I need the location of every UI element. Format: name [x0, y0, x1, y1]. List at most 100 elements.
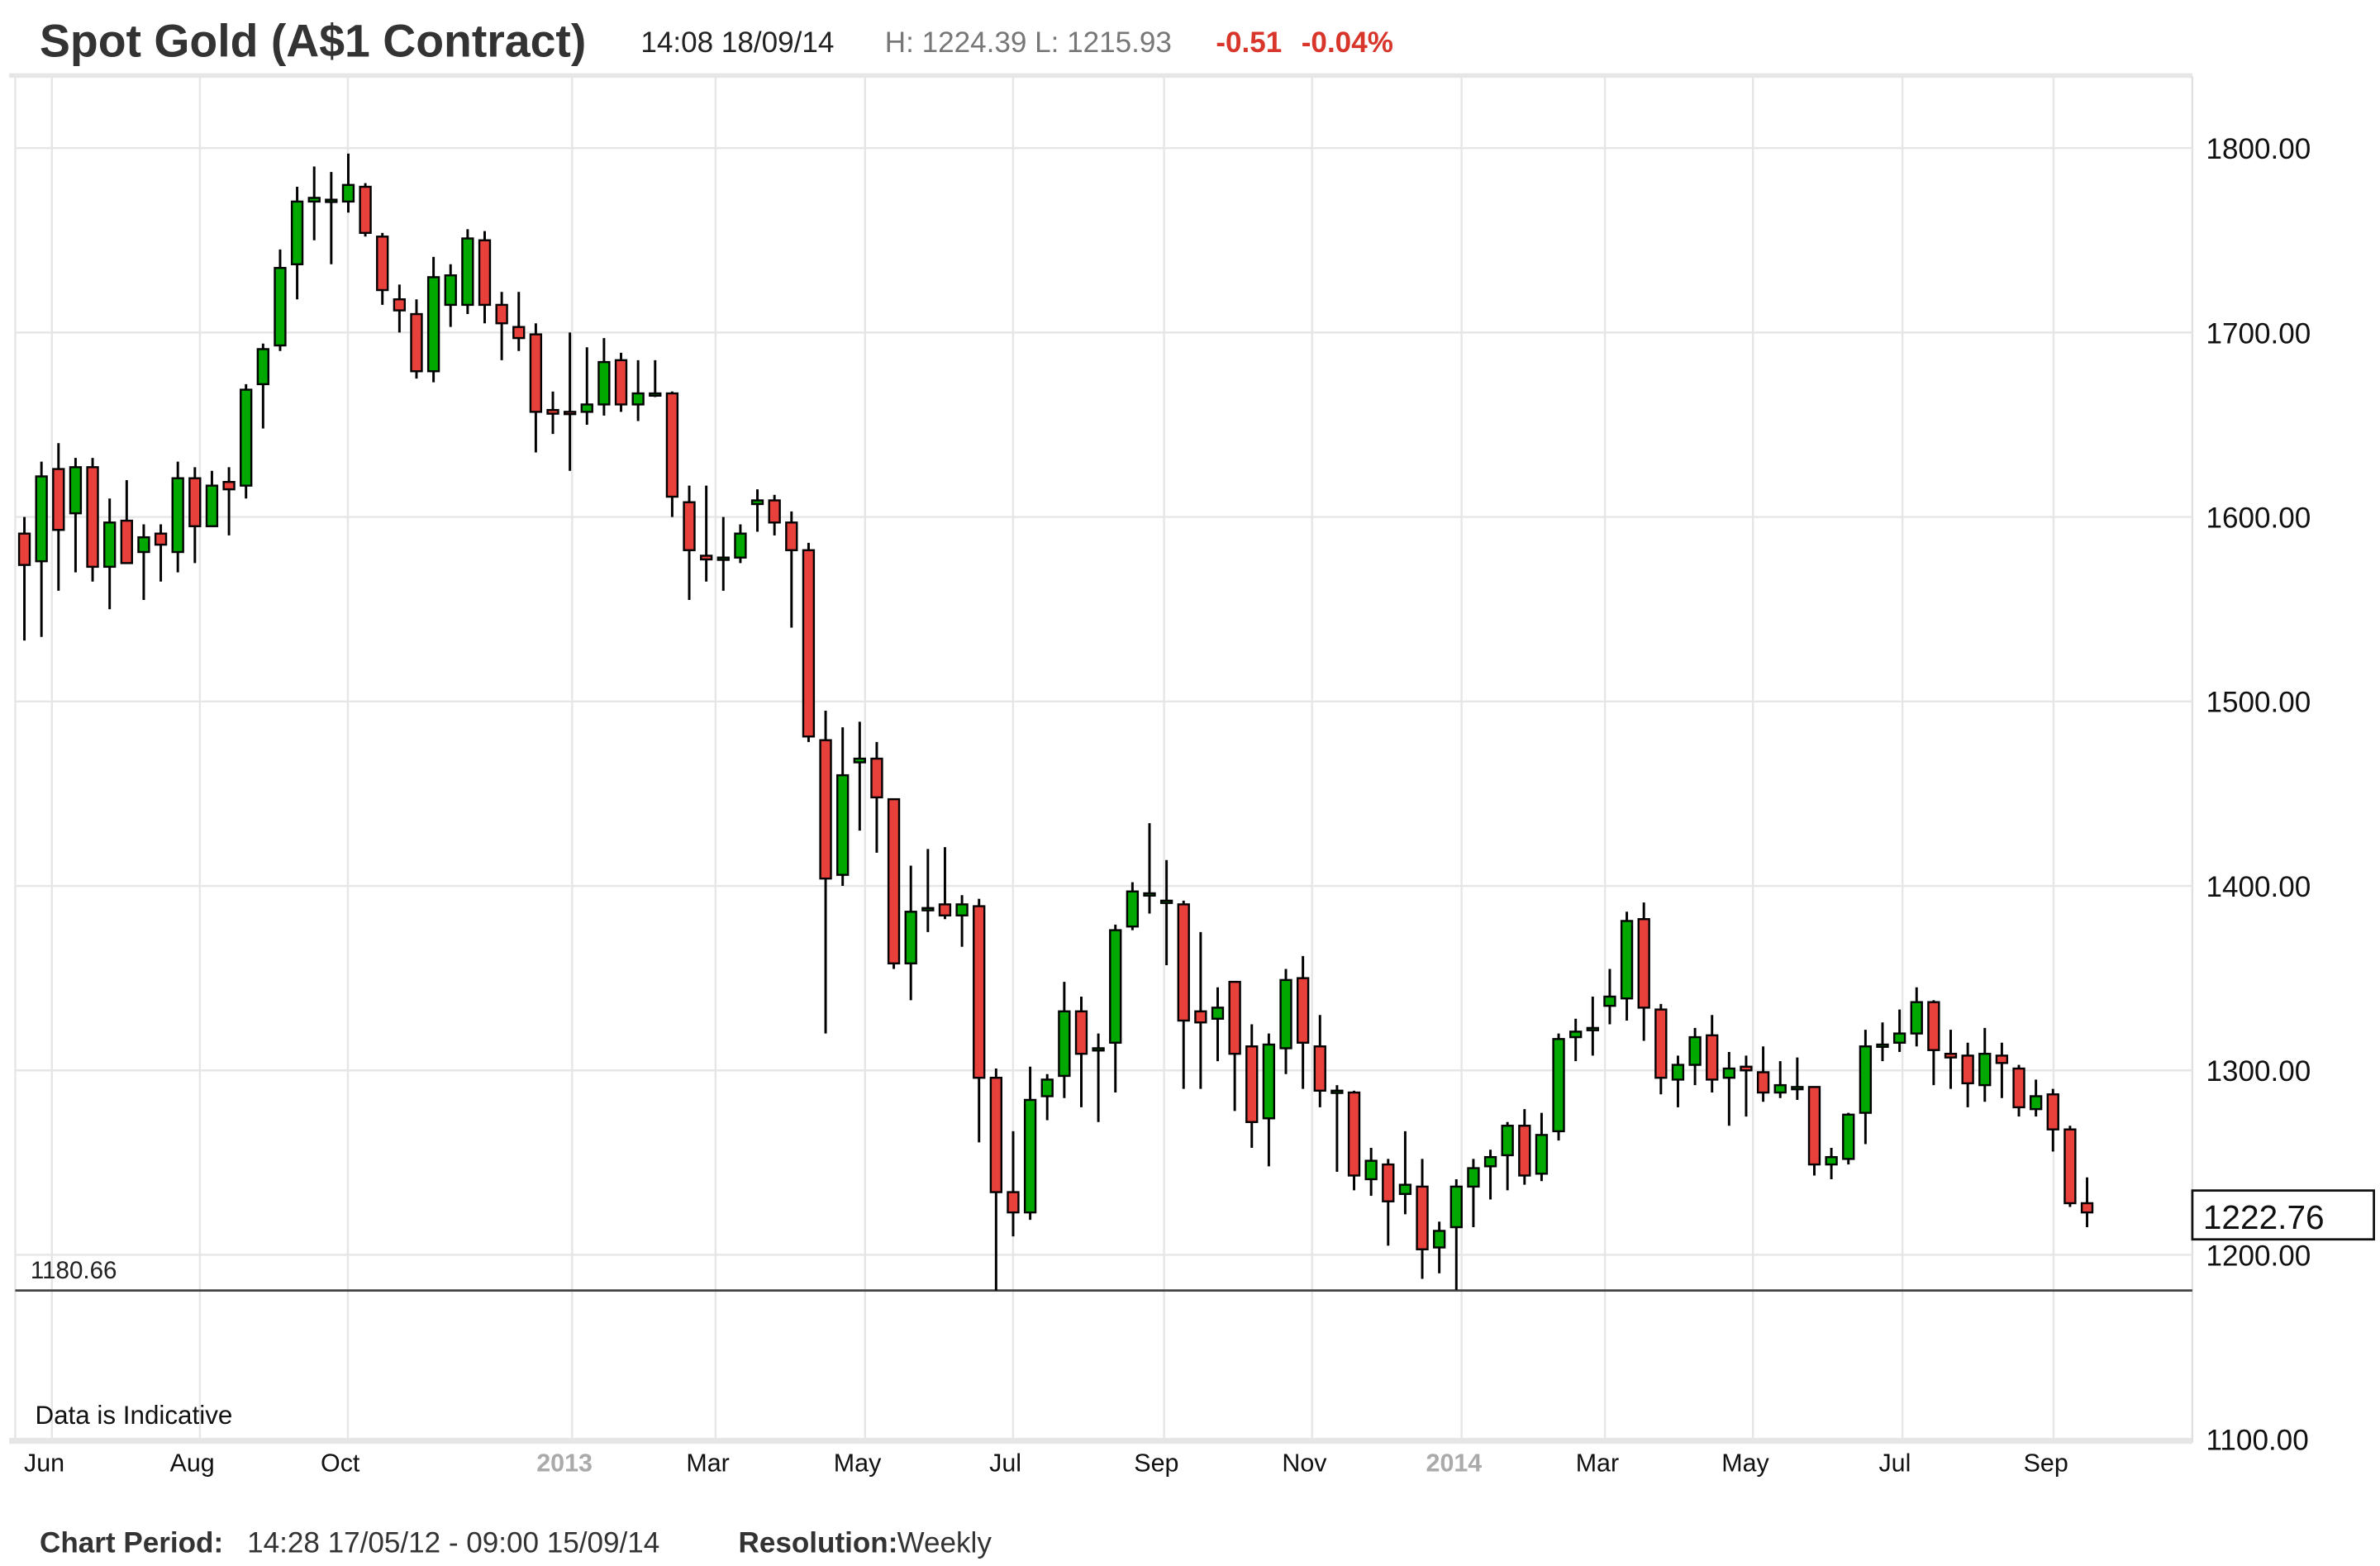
candle-body-up [426, 276, 440, 373]
candle-body-down [785, 521, 798, 551]
y-tick-label: 1100.00 [2206, 1425, 2309, 1457]
candle [1109, 924, 1122, 1093]
candle-body-down [1706, 1034, 1719, 1081]
x-tick-label: Aug [170, 1449, 215, 1477]
candle [819, 710, 832, 1034]
candle [410, 299, 423, 379]
candle [1603, 969, 1616, 1025]
candle [188, 467, 202, 564]
plot-top-border [9, 73, 2192, 79]
candle-body-up [734, 532, 747, 559]
candle-body-up [904, 911, 917, 964]
candle [1807, 1086, 1821, 1176]
candle [426, 256, 440, 383]
candle-body-down [512, 326, 526, 340]
candle-body-down [563, 411, 577, 416]
candle [52, 443, 65, 591]
candle-body-down [989, 1076, 1003, 1193]
candle-body-up [1773, 1083, 1787, 1094]
candle-body-up [1159, 899, 1173, 904]
candle-body-up [1398, 1183, 1412, 1196]
candle-body-up [103, 521, 117, 569]
y-tick-label: 1400.00 [2206, 871, 2311, 903]
candle-body-up [1092, 1047, 1105, 1052]
candle-body-down [870, 757, 883, 799]
candle [1535, 1112, 1549, 1182]
candle [495, 292, 508, 360]
candle [512, 292, 526, 351]
candle [1483, 1150, 1497, 1200]
candle [1159, 859, 1173, 966]
candle [750, 489, 764, 532]
y-tick-label: 1300.00 [2206, 1055, 2311, 1088]
candle-body-up [444, 274, 457, 307]
candle [921, 849, 935, 932]
candle-body-down [376, 236, 389, 292]
timestamp: 14:08 18/09/14 [640, 26, 834, 59]
candle [444, 264, 457, 327]
x-axis: Jun Aug Oct 2013 Mar May Jul Sep Nov 2014 Mar May Ju… [24, 1449, 2068, 1477]
candle-body-down [2063, 1128, 2077, 1205]
candle-body-up [836, 773, 850, 876]
candle-body-down [1228, 980, 1241, 1055]
candle-body-up [1722, 1067, 1736, 1079]
candle-body-up [716, 556, 730, 561]
candle [1347, 1090, 1361, 1191]
candle-body-down [1518, 1125, 1531, 1177]
candle [1126, 882, 1140, 931]
candle-body-up [171, 477, 184, 554]
x-tick-label: Sep [1134, 1449, 1178, 1477]
candle-body-down [529, 333, 543, 413]
candle-body-up [750, 499, 764, 506]
x-tick-label: 2013 [536, 1449, 593, 1477]
candle [2063, 1126, 2077, 1207]
candle [1995, 1042, 2009, 1098]
candle-body-up [1842, 1113, 1855, 1160]
candle-body-down [495, 303, 508, 325]
candle [546, 391, 559, 435]
high-low: H: 1224.39 L: 1215.93 [885, 26, 1172, 59]
candle [1058, 982, 1071, 1098]
candle-body-down [1756, 1071, 1770, 1094]
candle-body-up [1501, 1125, 1514, 1157]
candle-body-down [478, 239, 492, 307]
candle [240, 383, 253, 499]
candle-body-up [1910, 1001, 1923, 1035]
candle [700, 485, 713, 582]
candle-body-up [1535, 1134, 1549, 1175]
change-percent: -0.04% [1302, 26, 1393, 59]
candle [1706, 1015, 1719, 1093]
candle-body-down [1007, 1191, 1020, 1214]
candle [1245, 1024, 1259, 1149]
candle-body-up [1364, 1159, 1378, 1181]
candle-body-up [1569, 1031, 1583, 1039]
candle [870, 741, 883, 853]
candle [1842, 1112, 1855, 1165]
candle-body-up [2029, 1095, 2043, 1111]
candle-body-up [137, 535, 150, 554]
candle-body-up [1603, 995, 1616, 1007]
candle [1228, 980, 1241, 1111]
candle-body-down [2080, 1202, 2094, 1214]
candle [2080, 1177, 2094, 1227]
candle-body-down [1740, 1065, 1753, 1072]
candle-body-up [205, 484, 219, 527]
chart-period-value: 14:28 17/05/12 - 09:00 15/09/14 [247, 1526, 659, 1559]
candle [461, 229, 474, 315]
candle [683, 485, 696, 601]
candle [35, 461, 48, 637]
candle [1296, 955, 1310, 1089]
candle [1892, 1009, 1906, 1052]
x-tick-label: Jul [989, 1449, 1021, 1477]
candle-body-up [1876, 1043, 1889, 1048]
candle-body-up [1126, 890, 1140, 928]
x-tick-label: Jul [1878, 1449, 1911, 1477]
candle [1756, 1046, 1770, 1102]
candle-body-down [1313, 1045, 1326, 1092]
candle [1654, 1003, 1668, 1095]
candle [938, 847, 952, 920]
x-tick-label: Mar [1576, 1449, 1619, 1477]
candle-body-down [359, 185, 372, 235]
candle [325, 172, 338, 264]
